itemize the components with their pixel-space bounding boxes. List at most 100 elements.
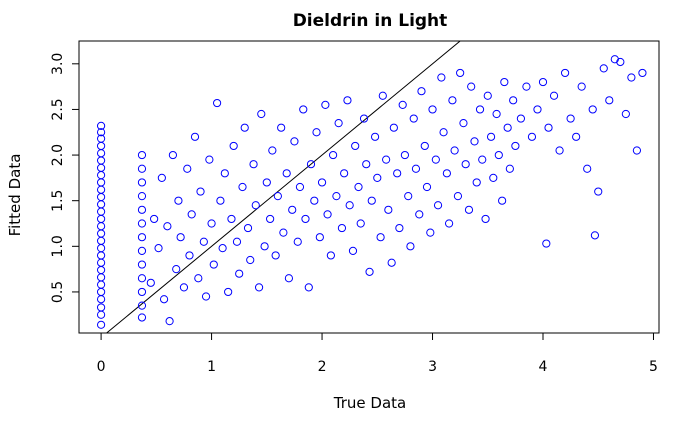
data-point: [277, 123, 286, 132]
data-point: [268, 146, 277, 155]
data-point: [183, 164, 192, 173]
data-point: [154, 244, 163, 253]
data-point: [273, 192, 282, 201]
data-point: [459, 119, 468, 128]
data-point: [96, 303, 106, 312]
data-point: [326, 251, 335, 260]
x-tick-label: 5: [649, 359, 658, 375]
data-point: [456, 68, 465, 78]
data-point: [279, 228, 288, 237]
data-point: [96, 222, 106, 231]
data-point: [632, 146, 642, 155]
y-tick-label: 0.5: [50, 281, 66, 303]
data-point: [216, 196, 225, 205]
data-point: [384, 205, 393, 214]
data-point: [150, 214, 159, 224]
data-point: [137, 164, 147, 173]
data-point: [417, 87, 426, 96]
data-point: [362, 160, 371, 169]
data-point: [356, 219, 365, 228]
data-point: [337, 223, 347, 233]
data-point: [638, 68, 647, 78]
data-point: [538, 77, 548, 87]
data-point: [509, 96, 518, 105]
data-point: [328, 150, 338, 160]
data-point: [137, 150, 147, 160]
data-point: [340, 169, 349, 178]
data-point: [351, 141, 360, 151]
data-point: [137, 260, 147, 269]
data-point: [254, 283, 264, 292]
data-point: [590, 231, 600, 240]
data-point: [348, 246, 358, 255]
data-point: [387, 258, 396, 267]
data-point: [472, 178, 481, 187]
data-point: [500, 77, 509, 87]
data-point: [437, 73, 446, 82]
data-point: [481, 214, 490, 224]
data-point: [96, 320, 106, 329]
data-point: [96, 185, 106, 194]
data-point: [439, 128, 448, 137]
data-point: [137, 313, 147, 322]
data-point: [475, 105, 485, 114]
data-point: [243, 223, 253, 233]
data-point: [218, 244, 227, 253]
data-point: [137, 287, 147, 297]
data-point: [257, 109, 266, 119]
data-point: [96, 178, 106, 187]
data-point: [240, 123, 249, 132]
data-point: [238, 182, 247, 192]
data-point: [444, 219, 454, 228]
data-point: [212, 98, 222, 108]
data-point: [492, 109, 501, 119]
data-point: [96, 207, 106, 216]
data-point: [516, 114, 526, 123]
data-point: [420, 141, 429, 151]
data-point: [483, 91, 492, 100]
data-point: [137, 192, 147, 201]
data-point: [422, 182, 432, 192]
data-point: [235, 269, 244, 278]
data-point: [172, 265, 181, 274]
data-point: [163, 222, 172, 231]
data-point: [282, 169, 291, 178]
data-point: [190, 132, 200, 141]
data-point: [304, 283, 313, 292]
data-point: [367, 196, 376, 205]
data-point: [494, 150, 503, 160]
data-point: [398, 100, 407, 109]
data-point: [207, 219, 216, 228]
data-point: [96, 265, 106, 275]
data-point: [187, 210, 196, 219]
data-point: [577, 82, 586, 91]
data-point: [467, 82, 476, 91]
y-axis-title: Fitted Data: [6, 154, 24, 237]
data-point: [137, 274, 147, 283]
data-point: [176, 233, 185, 242]
data-point: [229, 141, 238, 151]
data-point: [168, 150, 178, 160]
data-point: [96, 229, 106, 238]
y-tick-label: 2.0: [50, 144, 66, 166]
data-point: [428, 105, 437, 114]
data-point: [293, 237, 302, 246]
data-point: [246, 255, 255, 265]
data-point: [96, 287, 106, 297]
data-point: [450, 146, 459, 155]
data-point: [588, 105, 597, 114]
data-point: [627, 73, 636, 82]
data-point: [137, 246, 147, 255]
data-point: [299, 105, 308, 114]
data-point: [505, 164, 514, 173]
data-point: [549, 91, 559, 100]
data-point: [433, 201, 443, 210]
data-point: [365, 267, 374, 276]
data-point: [96, 134, 106, 143]
data-point: [511, 141, 520, 151]
data-point: [96, 156, 106, 165]
data-point: [96, 251, 106, 260]
data-point: [415, 210, 424, 219]
data-point: [306, 160, 316, 169]
